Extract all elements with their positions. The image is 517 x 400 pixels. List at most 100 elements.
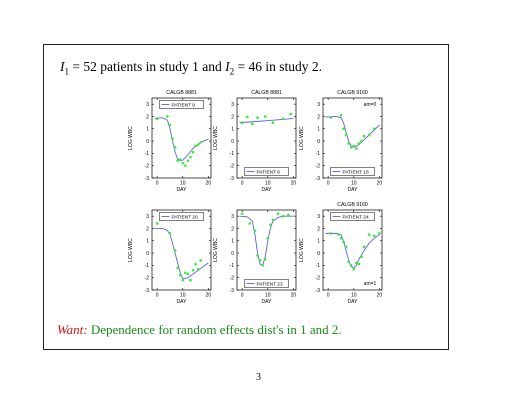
point-stroke-d2	[194, 262, 197, 266]
point-stroke-d2	[184, 271, 187, 275]
data-point	[378, 231, 381, 235]
legend-box	[244, 279, 289, 288]
plot-frame	[236, 97, 297, 179]
point-stroke-d2	[289, 112, 293, 116]
legend-label: PATIENT 20	[172, 214, 198, 220]
point-stroke-d2	[360, 139, 363, 143]
y-tick-label: -1	[316, 151, 321, 157]
y-tick-label: -1	[145, 151, 150, 157]
y-tick-label: -1	[230, 263, 235, 269]
data-point	[173, 145, 177, 149]
y-tick-label: -3	[230, 176, 235, 182]
data-point	[178, 273, 182, 277]
panel-annotation: am=1	[364, 281, 377, 287]
data-point	[372, 234, 376, 238]
data-point	[281, 117, 285, 121]
panel-annotation: am=0	[364, 102, 377, 108]
data-point	[367, 133, 371, 137]
data-point	[362, 245, 366, 249]
point-stroke-d2	[281, 214, 285, 218]
point-stroke-d2	[155, 222, 159, 225]
point-stroke-d2	[357, 142, 361, 145]
point-stroke-d2	[189, 155, 192, 159]
data-point	[196, 267, 200, 271]
legend: PATIENT 20	[159, 212, 204, 221]
point-stroke-d2	[266, 237, 270, 240]
point-stroke-d2	[256, 116, 259, 119]
point-stroke-d2	[186, 272, 190, 276]
y-tick-label: 3	[231, 214, 234, 220]
point-stroke-d2	[347, 260, 350, 263]
chart-panel-4: -3 -2 -1 0 1 2 3 0 10 20 DAY LOG WBC PATIENT 20	[128, 209, 211, 305]
x-tick-label: 10	[180, 181, 186, 187]
y-axis-label: LOG WBC	[128, 126, 134, 150]
point-stroke-d2	[329, 116, 332, 119]
point-stroke-d2	[181, 161, 185, 165]
data-point	[189, 278, 192, 282]
y-tick-label: 0	[231, 139, 234, 145]
want-label: Want:	[57, 322, 88, 337]
data-point	[268, 223, 272, 227]
point-stroke-d2	[373, 127, 376, 131]
data-point	[276, 212, 280, 216]
data-point	[191, 150, 195, 154]
x-tick-label: 0	[241, 181, 244, 187]
data-point	[155, 117, 159, 121]
page-number: 3	[256, 372, 261, 383]
plot-frame	[151, 97, 212, 179]
i2-text: = 46 in study 2.	[234, 59, 322, 74]
data-point	[199, 140, 203, 144]
point-stroke-d2	[344, 133, 348, 137]
data-point	[194, 144, 198, 148]
point-stroke-d2	[191, 269, 195, 272]
y-tick-label: 2	[146, 226, 149, 232]
point-stroke-d2	[199, 259, 202, 262]
data-point	[253, 229, 257, 233]
data-point	[336, 233, 340, 237]
want-statement: Want: Dependence for random effects dist…	[57, 322, 342, 338]
x-tick-label: 0	[327, 181, 330, 187]
point-stroke-d2	[352, 144, 356, 148]
point-stroke-d2	[155, 117, 159, 121]
y-tick-label: -3	[316, 176, 321, 182]
data-point	[261, 263, 265, 267]
point-stroke-d2	[240, 121, 244, 124]
chart-title: CALGB 9160	[337, 202, 368, 208]
point-stroke-d2	[349, 264, 353, 267]
y-tick-label: 3	[146, 214, 149, 220]
point-stroke-d2	[189, 278, 192, 282]
point-stroke-d2	[355, 147, 358, 150]
fit-curve	[154, 117, 209, 162]
data-point	[183, 271, 187, 275]
point-stroke-d2	[240, 212, 244, 215]
point-stroke-d2	[281, 117, 285, 121]
point-stroke-d2	[367, 233, 371, 236]
point-stroke-d2	[344, 245, 348, 249]
y-tick-label: 2	[231, 226, 234, 232]
point-stroke-d2	[263, 115, 267, 118]
data-point	[240, 121, 244, 125]
point-stroke-d2	[178, 158, 182, 161]
data-point	[352, 144, 356, 148]
x-axis-label: DAY	[177, 299, 188, 305]
legend: PATIENT 9	[159, 100, 204, 109]
point-stroke-d2	[256, 254, 259, 257]
data-point	[183, 164, 187, 168]
point-stroke-d2	[342, 240, 345, 244]
y-tick-label: -3	[145, 288, 150, 294]
data-point	[357, 142, 361, 145]
data-point	[339, 113, 343, 117]
data-point	[194, 262, 198, 266]
data-point	[248, 222, 252, 225]
data-point	[199, 259, 203, 262]
point-stroke-d2	[342, 127, 345, 131]
point-stroke-d2	[166, 115, 169, 118]
data-point	[263, 115, 267, 118]
point-stroke-d2	[263, 257, 267, 261]
point-stroke-d2	[339, 237, 343, 240]
data-point	[372, 127, 376, 131]
point-stroke-d2	[352, 267, 356, 271]
data-point	[256, 254, 259, 257]
data-point	[266, 236, 270, 240]
y-tick-label: -3	[316, 288, 321, 294]
